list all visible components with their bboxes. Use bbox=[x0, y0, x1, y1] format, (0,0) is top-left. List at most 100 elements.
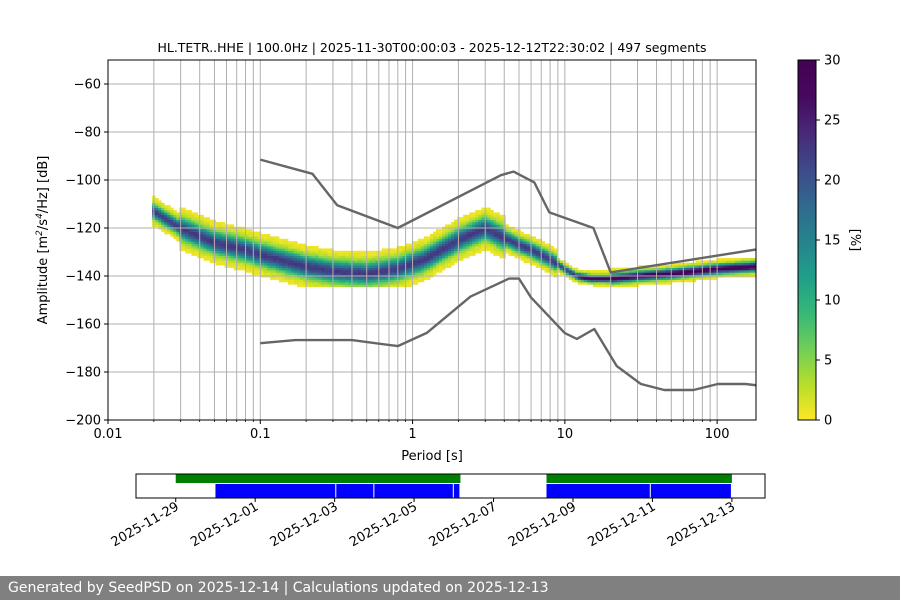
heatmap-cell bbox=[300, 267, 304, 271]
heatmap-cell bbox=[381, 250, 386, 254]
heatmap-cell bbox=[466, 246, 470, 249]
heatmap-cell bbox=[263, 234, 268, 237]
heatmap-cell bbox=[248, 229, 253, 232]
heatmap-cell bbox=[577, 282, 582, 285]
heatmap-cell bbox=[514, 250, 518, 254]
heatmap-cell bbox=[680, 267, 684, 271]
heatmap-cell bbox=[158, 200, 162, 204]
heatmap-cell bbox=[209, 250, 213, 254]
heatmap-cell bbox=[266, 260, 271, 264]
heatmap-cell bbox=[239, 250, 244, 254]
heatmap-cell bbox=[583, 270, 588, 273]
heatmap-cell bbox=[281, 241, 286, 244]
heatmap-cell bbox=[333, 284, 337, 288]
heatmap-cell bbox=[354, 272, 358, 276]
heatmap-cell bbox=[300, 258, 304, 261]
heatmap-cell bbox=[746, 262, 751, 266]
heatmap-cell bbox=[472, 217, 476, 220]
heatmap-cell bbox=[707, 272, 712, 276]
heatmap-cell bbox=[695, 262, 700, 266]
heatmap-cell bbox=[173, 222, 177, 225]
heatmap-cell bbox=[420, 241, 425, 244]
heatmap-cell bbox=[396, 282, 401, 285]
heatmap-cell bbox=[746, 265, 751, 268]
heatmap-cell bbox=[499, 246, 503, 249]
heatmap-cell bbox=[484, 236, 488, 240]
heatmap-cell bbox=[390, 279, 395, 283]
heatmap-cell bbox=[272, 250, 277, 254]
heatmap-cell bbox=[260, 258, 265, 261]
heatmap-cell bbox=[393, 253, 398, 256]
heatmap-cell bbox=[653, 267, 657, 271]
heatmap-cell bbox=[493, 212, 497, 216]
heatmap-cell bbox=[623, 282, 627, 285]
heatmap-cell bbox=[731, 260, 736, 264]
heatmap-cell bbox=[478, 246, 482, 249]
heatmap-cell bbox=[704, 270, 709, 273]
heatmap-cell bbox=[266, 272, 271, 276]
heatmap-cell bbox=[239, 243, 244, 247]
heatmap-cell bbox=[381, 270, 386, 273]
heatmap-cell bbox=[306, 277, 310, 280]
heatmap-cell bbox=[674, 270, 678, 273]
heatmap-cell bbox=[466, 236, 470, 240]
heatmap-cell bbox=[396, 260, 401, 264]
heatmap-cell bbox=[490, 224, 494, 228]
heatmap-cell bbox=[390, 250, 395, 254]
heatmap-cell bbox=[405, 277, 410, 280]
heatmap-cell bbox=[460, 219, 464, 223]
heatmap-cell bbox=[330, 279, 334, 283]
heatmap-cell bbox=[429, 234, 434, 237]
heatmap-cell bbox=[266, 236, 271, 240]
heatmap-cell bbox=[360, 265, 364, 268]
heatmap-cell bbox=[218, 238, 223, 242]
heatmap-cell bbox=[324, 272, 328, 276]
heatmap-cell bbox=[158, 222, 162, 225]
heatmap-cell bbox=[164, 210, 168, 213]
heatmap-cell bbox=[472, 219, 476, 223]
heatmap-cell bbox=[411, 279, 416, 283]
heatmap-cell bbox=[466, 255, 470, 259]
heatmap-cell bbox=[472, 236, 476, 240]
heatmap-cell bbox=[710, 267, 715, 271]
heatmap-cell bbox=[647, 282, 651, 285]
heatmap-cell bbox=[315, 248, 319, 252]
heatmap-cell bbox=[257, 238, 262, 242]
heatmap-cell bbox=[315, 246, 319, 249]
x-tick-label: 10 bbox=[557, 427, 574, 442]
heatmap-cell bbox=[381, 258, 386, 261]
heatmap-cell bbox=[490, 248, 494, 252]
heatmap-cell bbox=[541, 248, 546, 252]
heatmap-cell bbox=[435, 236, 440, 240]
data-available-bar bbox=[175, 474, 461, 483]
heatmap-cell bbox=[345, 282, 349, 285]
heatmap-cell bbox=[475, 224, 479, 228]
heatmap-cell bbox=[351, 277, 355, 280]
grid-lines bbox=[108, 60, 756, 420]
x-tick-label: 0.1 bbox=[250, 427, 271, 442]
heatmap-cell bbox=[402, 270, 407, 273]
heatmap-cell bbox=[713, 272, 718, 276]
heatmap-cell bbox=[478, 243, 482, 247]
heatmap-cell bbox=[281, 246, 286, 249]
heatmap-cell bbox=[188, 214, 192, 218]
heatmap-cell bbox=[405, 255, 410, 259]
heatmap-cell bbox=[550, 262, 555, 266]
heatmap-cell bbox=[707, 262, 712, 266]
heatmap-cell bbox=[269, 270, 274, 273]
heatmap-cell bbox=[390, 253, 395, 256]
heatmap-cell bbox=[345, 265, 349, 268]
x-tick-label: 1 bbox=[408, 427, 416, 442]
heatmap-cell bbox=[300, 248, 304, 252]
heatmap-cell bbox=[369, 255, 373, 259]
heatmap-cell bbox=[490, 217, 494, 220]
heatmap-cell bbox=[158, 207, 162, 211]
heatmap-cell bbox=[484, 207, 488, 211]
heatmap-cell bbox=[257, 253, 262, 256]
heatmap-cell bbox=[209, 229, 213, 232]
y-tick-label: −100 bbox=[65, 174, 101, 189]
heatmap-cell bbox=[272, 267, 277, 271]
heatmap-cell bbox=[297, 272, 301, 276]
heatmap-cell bbox=[309, 282, 313, 285]
heatmap-cell bbox=[402, 253, 407, 256]
